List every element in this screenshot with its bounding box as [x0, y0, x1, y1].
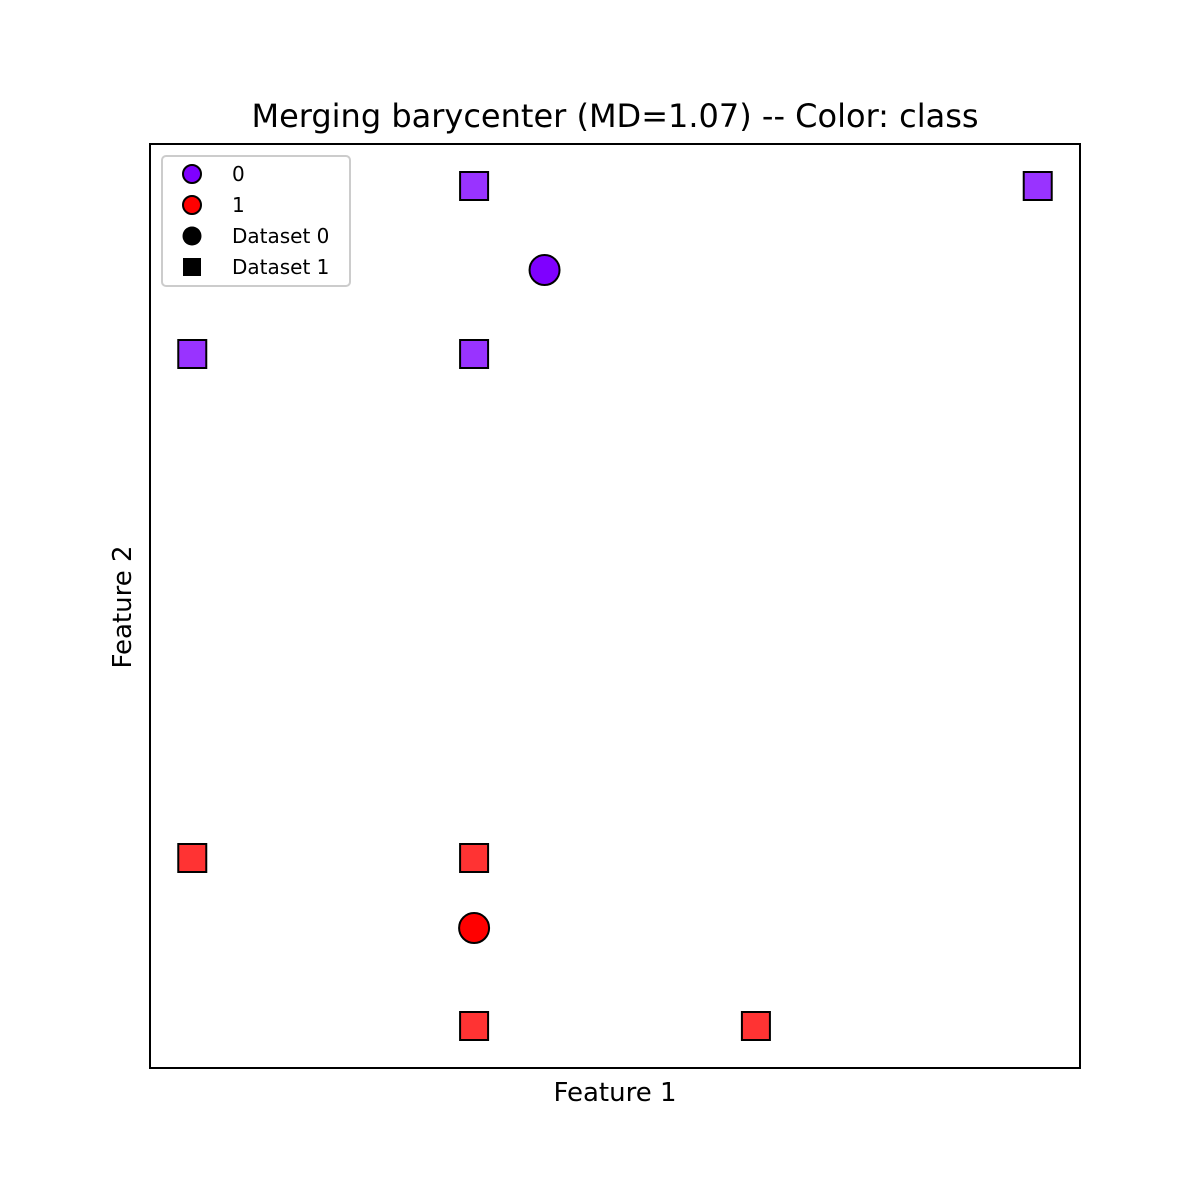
chart-title: Merging barycenter (MD=1.07) -- Color: c… [251, 97, 978, 135]
legend-label-3: Dataset 1 [232, 255, 329, 279]
legend-label-2: Dataset 0 [232, 224, 329, 248]
point-dataset1-class1-6 [459, 1011, 490, 1041]
legend-box [161, 155, 351, 287]
point-dataset1-class1-5 [459, 843, 490, 873]
chart-marks [177, 171, 1053, 1041]
legend-label-0: 0 [232, 162, 245, 186]
point-dataset1-class1-4 [177, 843, 208, 873]
legend-marker-2 [182, 226, 202, 246]
point-dataset1-class0-0 [177, 339, 208, 369]
legend: 0 1 Dataset 0 Dataset 1 [161, 155, 351, 287]
legend-label-1: 1 [232, 193, 245, 217]
point-dataset0-class0-0 [528, 254, 561, 286]
point-dataset1-class0-3 [1022, 171, 1053, 201]
point-dataset1-class0-1 [459, 339, 490, 369]
point-dataset1-class1-7 [740, 1011, 771, 1041]
legend-marker-1 [182, 195, 202, 215]
y-axis-label: Feature 2 [108, 545, 138, 668]
legend-marker-0 [182, 164, 202, 184]
plot-area-frame [149, 143, 1081, 1069]
legend-marker-3 [183, 258, 201, 276]
point-dataset1-class0-2 [459, 171, 490, 201]
x-axis-label: Feature 1 [553, 1078, 676, 1108]
point-dataset0-class1-1 [458, 912, 491, 944]
